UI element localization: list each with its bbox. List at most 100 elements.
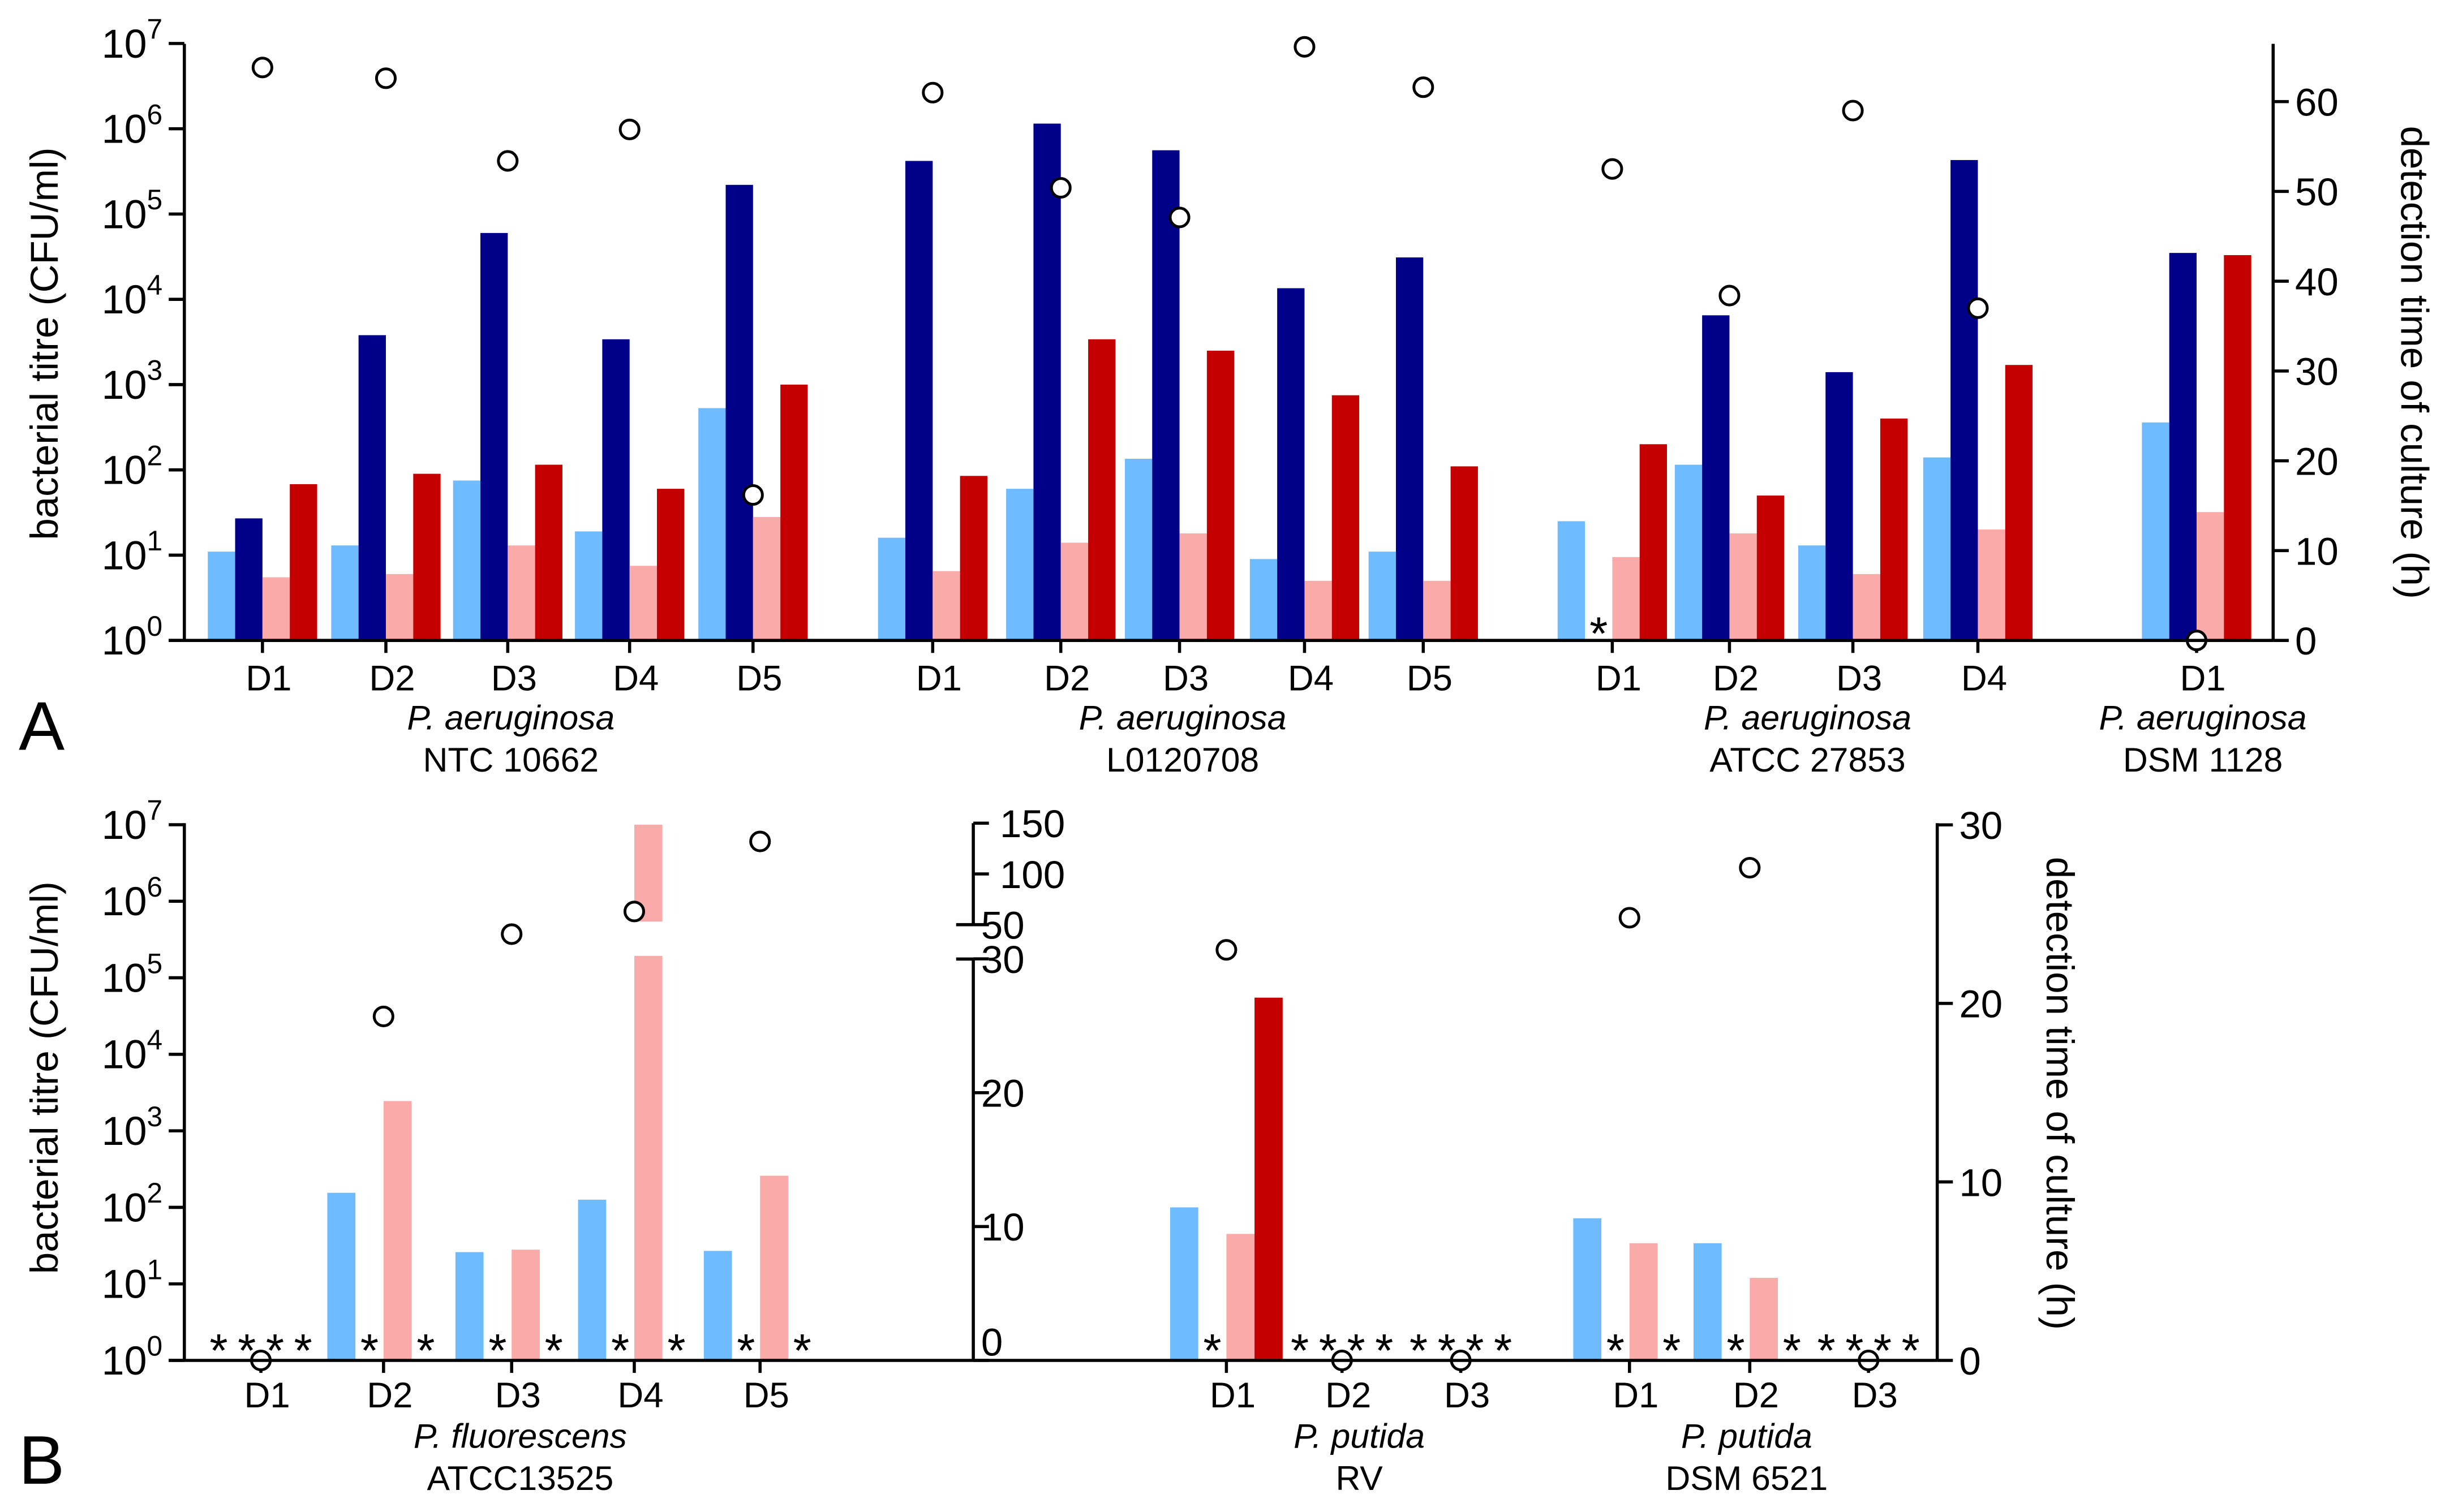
group-strain-label: ATCC 27853 bbox=[1709, 740, 1906, 779]
bar-atcc-27853-d2-s4 bbox=[1756, 496, 1785, 641]
group-strain-label: RV bbox=[1335, 1459, 1383, 1497]
y-tick-label: 100 bbox=[102, 610, 162, 664]
y-tick-label: 104 bbox=[102, 1024, 162, 1078]
bar-atcc-27853-d1-s3 bbox=[1612, 557, 1640, 641]
bar-l0120708-d4-s2 bbox=[1277, 288, 1305, 641]
not-detected-marker: * bbox=[1726, 1324, 1744, 1377]
bar-dsm-6521-d1-s3 bbox=[1629, 1243, 1658, 1361]
bar-atcc13525-d5-s1 bbox=[703, 1251, 732, 1361]
day-label: D1 bbox=[246, 659, 291, 699]
bar-ntc-10662-d5-s3 bbox=[753, 517, 781, 641]
bar-atcc-27853-d3-s2 bbox=[1825, 372, 1853, 641]
day-label: D2 bbox=[1733, 1376, 1779, 1415]
y-tick-label: 107 bbox=[102, 14, 162, 67]
middle-axis-tick-label: 30 bbox=[981, 938, 1025, 981]
bar-dsm-6521-d2-s3 bbox=[1750, 1278, 1778, 1361]
bar-l0120708-d3-s4 bbox=[1206, 350, 1235, 641]
not-detected-marker: * bbox=[1375, 1324, 1393, 1377]
not-detected-marker: * bbox=[1203, 1324, 1221, 1377]
detection-time-point bbox=[501, 923, 523, 945]
bar-l0120708-d1-s1 bbox=[878, 537, 906, 641]
day-label: D2 bbox=[367, 1376, 412, 1415]
panel-a-y2label: detection time of culture (h) bbox=[2393, 126, 2437, 599]
bar-atcc-27853-d4-s3 bbox=[1978, 529, 2005, 641]
bar-atcc-27853-d2-s2 bbox=[1702, 315, 1730, 641]
bar-l0120708-d5-s1 bbox=[1368, 552, 1396, 641]
bar-ntc-10662-d5-s1 bbox=[698, 408, 726, 641]
day-label: D5 bbox=[1407, 659, 1453, 699]
y2-tick-label: 50 bbox=[2295, 170, 2339, 214]
bar-ntc-10662-d1-s4 bbox=[290, 484, 317, 641]
detection-time-point bbox=[1618, 907, 1640, 929]
day-label: D1 bbox=[2180, 659, 2225, 699]
not-detected-marker: * bbox=[1347, 1324, 1365, 1377]
day-label: D1 bbox=[244, 1376, 290, 1415]
not-detected-marker: * bbox=[416, 1324, 435, 1377]
bar-dsm-6521-d2-s1 bbox=[1693, 1243, 1722, 1361]
y-tick-label: 106 bbox=[102, 871, 162, 924]
detection-time-point bbox=[497, 150, 519, 172]
not-detected-marker: * bbox=[1902, 1324, 1920, 1377]
y2-tick-label: 10 bbox=[1959, 1161, 2003, 1204]
bar-dsm-1128-d1-s1 bbox=[2142, 422, 2169, 641]
detection-time-point bbox=[375, 67, 397, 89]
middle-axis-tick-label: 150 bbox=[1000, 802, 1065, 846]
bar-break-gap bbox=[633, 921, 664, 956]
group-species-label: P. putida bbox=[1294, 1417, 1425, 1455]
group-species-label: P. aeruginosa bbox=[407, 699, 615, 737]
bar-l0120708-d5-s3 bbox=[1423, 580, 1451, 641]
bar-atcc-27853-d3-s4 bbox=[1880, 418, 1908, 641]
not-detected-marker: * bbox=[360, 1324, 379, 1377]
y-tick-label: 107 bbox=[102, 795, 162, 848]
bar-rv-d1-s4 bbox=[1254, 997, 1283, 1361]
not-detected-marker: * bbox=[611, 1324, 629, 1377]
panel-b: * * * *D1* *D2* *D3* *D4* *D5P. fluorescensATCC… bbox=[102, 795, 2003, 1497]
bar-ntc-10662-d4-s3 bbox=[629, 566, 658, 641]
y-tick-label: 104 bbox=[102, 269, 162, 322]
detection-time-point bbox=[742, 484, 764, 506]
y2-tick-label: 30 bbox=[1959, 804, 2003, 847]
bar-atcc13525-d2-s3 bbox=[383, 1101, 412, 1361]
bar-ntc-10662-d2-s4 bbox=[413, 473, 441, 641]
group-species-label: P. aeruginosa bbox=[1079, 699, 1287, 737]
not-detected-marker: * bbox=[1662, 1324, 1681, 1377]
panel-label-a: A bbox=[19, 687, 65, 764]
y2-tick-label: 30 bbox=[2295, 350, 2339, 394]
bar-ntc-10662-d4-s1 bbox=[575, 531, 603, 641]
group-strain-label: DSM 6521 bbox=[1665, 1459, 1828, 1497]
bar-dsm-1128-d1-s4 bbox=[2224, 255, 2251, 641]
not-detected-marker: * bbox=[1783, 1324, 1801, 1377]
day-label: D4 bbox=[1288, 659, 1334, 699]
not-detected-marker: * bbox=[1874, 1324, 1892, 1377]
bar-l0120708-d4-s3 bbox=[1304, 580, 1332, 641]
not-detected-marker: * bbox=[793, 1324, 811, 1377]
bar-atcc-27853-d2-s1 bbox=[1674, 464, 1703, 641]
bar-ntc-10662-d5-s4 bbox=[780, 384, 808, 641]
group-species-label: P. aeruginosa bbox=[1704, 699, 1911, 737]
bar-ntc-10662-d4-s2 bbox=[602, 339, 630, 641]
bar-rv-d1-s1 bbox=[1170, 1207, 1198, 1361]
bar-ntc-10662-d3-s2 bbox=[480, 232, 508, 641]
group-strain-label: DSM 1128 bbox=[2123, 740, 2283, 779]
not-detected-marker: * bbox=[294, 1324, 312, 1377]
detection-time-point bbox=[1601, 158, 1623, 180]
bar-atcc13525-d4-s1 bbox=[578, 1199, 607, 1361]
day-label: D3 bbox=[1163, 659, 1209, 699]
detection-time-point bbox=[251, 57, 273, 79]
y2-tick-label: 10 bbox=[2295, 529, 2339, 573]
not-detected-marker: * bbox=[1466, 1324, 1484, 1377]
group-strain-label: ATCC13525 bbox=[427, 1459, 614, 1497]
bar-l0120708-d1-s4 bbox=[960, 476, 987, 641]
panel-b-ylabel: bacterial titre (CFU/ml) bbox=[23, 881, 66, 1274]
bar-ntc-10662-d1-s3 bbox=[262, 577, 290, 641]
detection-time-point bbox=[1967, 297, 1989, 319]
not-detected-marker: * bbox=[737, 1324, 755, 1377]
not-detected-marker: * bbox=[1589, 608, 1608, 660]
detection-time-point bbox=[1739, 856, 1761, 879]
bar-atcc-27853-d4-s4 bbox=[2005, 365, 2033, 641]
group-species-label: P. putida bbox=[1681, 1417, 1812, 1455]
day-label: D3 bbox=[1836, 659, 1882, 699]
y-tick-label: 105 bbox=[102, 184, 162, 237]
bar-l0120708-d1-s3 bbox=[933, 571, 960, 641]
not-detected-marker: * bbox=[545, 1324, 563, 1377]
